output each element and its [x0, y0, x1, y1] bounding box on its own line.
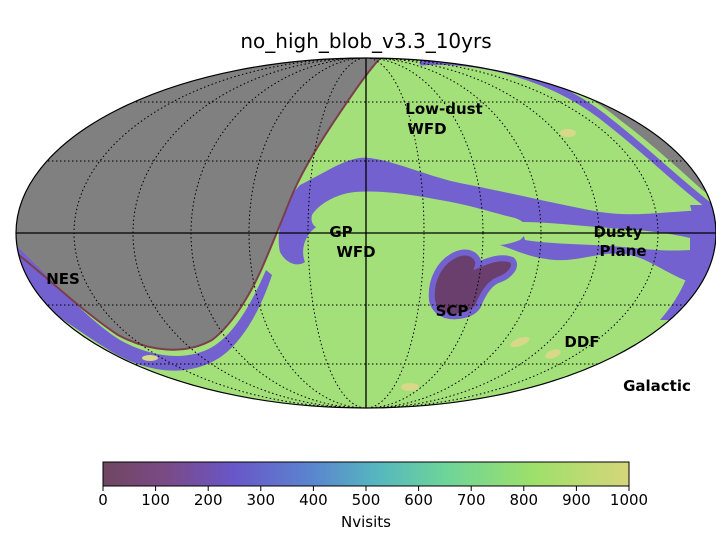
- colorbar-tick-label: 800: [509, 491, 538, 509]
- ddf-field-1: [560, 129, 576, 137]
- colorbar-tick-label: 0: [98, 491, 108, 509]
- colorbar-label: Nvisits: [341, 513, 391, 531]
- gp-wfd-area: [311, 191, 527, 246]
- colorbar-tick-label: 1000: [610, 491, 648, 509]
- colorbar-tick-label: 500: [352, 491, 381, 509]
- scp-region: [431, 252, 515, 317]
- masked-edge: [16, 58, 399, 351]
- ddf-field-5: [142, 355, 158, 361]
- graticule-axes: [16, 58, 716, 408]
- ddf-field-3: [545, 349, 561, 359]
- chart-title: no_high_blob_v3.3_10yrs: [240, 29, 491, 53]
- frame-label: Galactic: [623, 377, 691, 395]
- colorbar-tick-label: 900: [562, 491, 591, 509]
- ddf-field-4: [401, 383, 419, 391]
- band-lower-lobe: [520, 222, 690, 251]
- colorbar-tick-label: 600: [404, 491, 433, 509]
- label-gp: GP: [329, 223, 352, 241]
- label-dusty: Dusty: [593, 223, 642, 241]
- colorbar-tick-label: 700: [457, 491, 486, 509]
- map-outline: [15, 57, 716, 409]
- sky-map: [16, 58, 716, 408]
- colorbar-ticks: 0 100 200 300 400 500 600 700 800 900 1000: [98, 486, 648, 509]
- label-dusty-plane: Plane: [599, 242, 646, 260]
- label-low-dust-wfd: WFD: [407, 120, 446, 138]
- colorbar-bar: [102, 461, 630, 487]
- colorbar-tick-label: 300: [246, 491, 275, 509]
- colorbar-tick-label: 400: [299, 491, 328, 509]
- ddf-field-2: [510, 336, 530, 348]
- label-ddf: DDF: [564, 333, 599, 351]
- colorbar-tick-label: 200: [194, 491, 223, 509]
- colorbar: 0 100 200 300 400 500 600 700 800 900 1000 Nvisits: [98, 461, 648, 531]
- label-gp-wfd: WFD: [336, 243, 375, 261]
- label-nes: NES: [46, 270, 80, 288]
- colorbar-tick-label: 100: [141, 491, 170, 509]
- scp-ring: [428, 249, 517, 320]
- label-low-dust: Low-dust: [405, 100, 482, 118]
- nes-region: [16, 230, 272, 371]
- label-scp: SCP: [436, 302, 469, 320]
